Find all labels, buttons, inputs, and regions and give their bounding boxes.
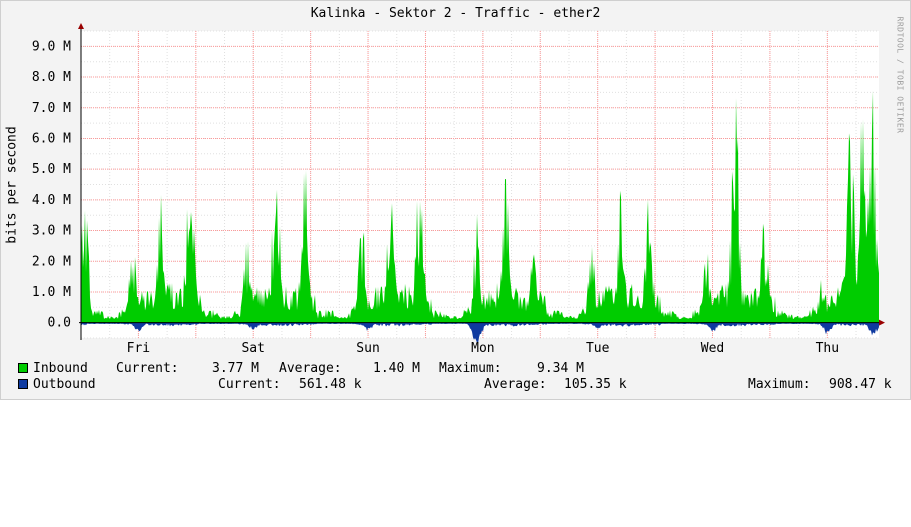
y-tick-label: 6.0 M [32, 131, 71, 146]
x-axis-arrow [879, 319, 885, 326]
x-tick-label: Fri [127, 341, 150, 356]
y-tick-label: 7.0 M [32, 101, 71, 116]
y-tick-label: 9.0 M [32, 39, 71, 54]
x-tick-label: Wed [701, 341, 724, 356]
x-tick-label: Sun [356, 341, 379, 356]
inbound-average-label: Average: [279, 361, 342, 376]
inbound-average-value: 1.40 M [373, 361, 420, 376]
inbound-area [81, 90, 879, 323]
x-tick-label: Mon [471, 341, 494, 356]
inbound-current-value: 3.77 M [212, 361, 259, 376]
chart-canvas: Kalinka - Sektor 2 - Traffic - ether2 bi… [0, 0, 911, 400]
x-tick-label: Thu [816, 341, 839, 356]
x-tick-label: Tue [586, 341, 610, 356]
y-tick-label: 1.0 M [32, 285, 71, 300]
y-tick-label: 8.0 M [32, 70, 71, 85]
outbound-maximum-value: 908.47 k [829, 377, 892, 392]
chart-title: Kalinka - Sektor 2 - Traffic - ether2 [310, 6, 601, 21]
outbound-current-value: 561.48 k [299, 377, 362, 392]
inbound-maximum-value: 9.34 M [537, 361, 584, 376]
inbound-swatch [18, 363, 28, 373]
y-tick-label: 5.0 M [32, 162, 71, 177]
outbound-name: Outbound [33, 377, 96, 392]
outbound-average-value: 105.35 k [564, 377, 627, 392]
outbound-swatch [18, 379, 28, 389]
inbound-maximum-label: Maximum: [439, 361, 502, 376]
outbound-current-label: Current: [218, 377, 281, 392]
y-axis-arrow [78, 23, 84, 29]
inbound-current-label: Current: [116, 361, 179, 376]
legend-row-outbound: Outbound Current: 561.48 k Average: 105.… [18, 377, 898, 392]
y-tick-label: 2.0 M [32, 254, 71, 269]
outbound-area [81, 322, 879, 344]
legend-row-inbound: Inbound Current: 3.77 M Average: 1.40 M … [18, 361, 898, 376]
outbound-average-label: Average: [484, 377, 547, 392]
inbound-name: Inbound [33, 361, 88, 376]
y-tick-label: 3.0 M [32, 224, 71, 239]
y-tick-label: 4.0 M [32, 193, 71, 208]
plot-area: 9.0 M 8.0 M 7.0 M 6.0 M 5.0 M 4.0 M 3.0 M 2.0 M… [0, 0, 911, 400]
outbound-maximum-label: Maximum: [748, 377, 811, 392]
y-tick-label: 0.0 [48, 316, 71, 331]
x-tick-label: Sat [241, 341, 264, 356]
